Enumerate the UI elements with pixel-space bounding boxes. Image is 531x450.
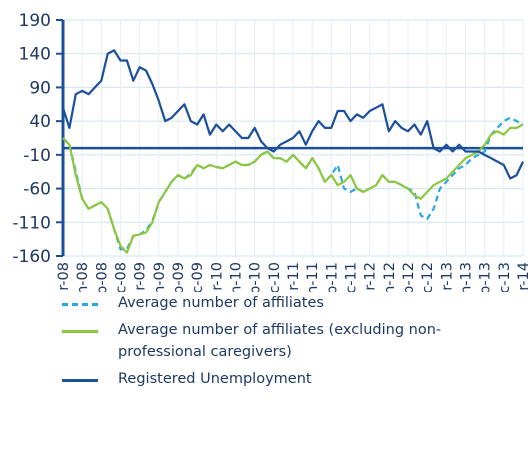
legend-swatch: [62, 303, 98, 306]
y-tick-label: -10: [23, 146, 51, 166]
legend-swatch: [62, 379, 98, 382]
x-tick-label: Mar-12: [363, 262, 379, 292]
x-tick-label: Mar-10: [209, 262, 225, 292]
y-tick-label: -60: [23, 180, 51, 200]
x-tick-label: Jun-12: [382, 262, 398, 292]
x-tick-label: Mar-14: [516, 262, 531, 292]
y-tick-label: -110: [12, 213, 51, 233]
x-tick-label: Mar-09: [133, 262, 149, 292]
series-line: [61, 49, 524, 180]
legend-item: Registered Unemployment: [62, 368, 502, 390]
x-tick-label: Jun-13: [459, 262, 475, 292]
x-tick-label: Dec-11: [344, 262, 360, 292]
y-tick-label: 140: [19, 45, 51, 65]
x-tick-label: Sep-10: [248, 262, 264, 292]
legend: Average number of affiliates Average numb…: [62, 292, 502, 395]
x-tick-label: Jun-11: [305, 262, 321, 292]
y-tick-label: 190: [19, 11, 51, 31]
x-tick-label: Sep-09: [171, 262, 187, 292]
legend-item: Average number of affiliates (excluding …: [62, 319, 502, 363]
x-tick-label: Sep-08: [94, 262, 110, 292]
y-tick-label: -160: [12, 247, 51, 267]
x-tick-label: Dec-12: [420, 262, 436, 292]
x-tick-label: Mar-11: [286, 262, 302, 292]
x-tick-label: Jun-09: [152, 262, 168, 292]
legend-item: Average number of affiliates: [62, 292, 502, 314]
x-tick-label: Sep-12: [401, 262, 417, 292]
x-tick-label: Sep-11: [324, 262, 340, 292]
x-tick-label: Jun-08: [75, 262, 91, 292]
x-tick-label: Dec-10: [267, 262, 283, 292]
x-tick-label: Dec-08: [114, 262, 130, 292]
x-tick-label: Dec-13: [497, 262, 513, 292]
x-tick-label: Sep-13: [478, 262, 494, 292]
y-tick-label: 90: [29, 78, 51, 98]
legend-label: Average number of affiliates: [118, 295, 324, 311]
x-tick-label: Jun-10: [229, 262, 245, 292]
y-tick-label: 40: [29, 112, 51, 132]
legend-swatch: [62, 330, 98, 333]
x-tick-label: Dec-09: [190, 262, 206, 292]
x-tick-label: Mar-08: [56, 262, 72, 292]
legend-label: Average number of affiliates (excluding …: [118, 322, 442, 360]
x-tick-label: Mar-13: [439, 262, 455, 292]
series-line: [62, 123, 524, 254]
legend-label: Registered Unemployment: [118, 371, 312, 387]
